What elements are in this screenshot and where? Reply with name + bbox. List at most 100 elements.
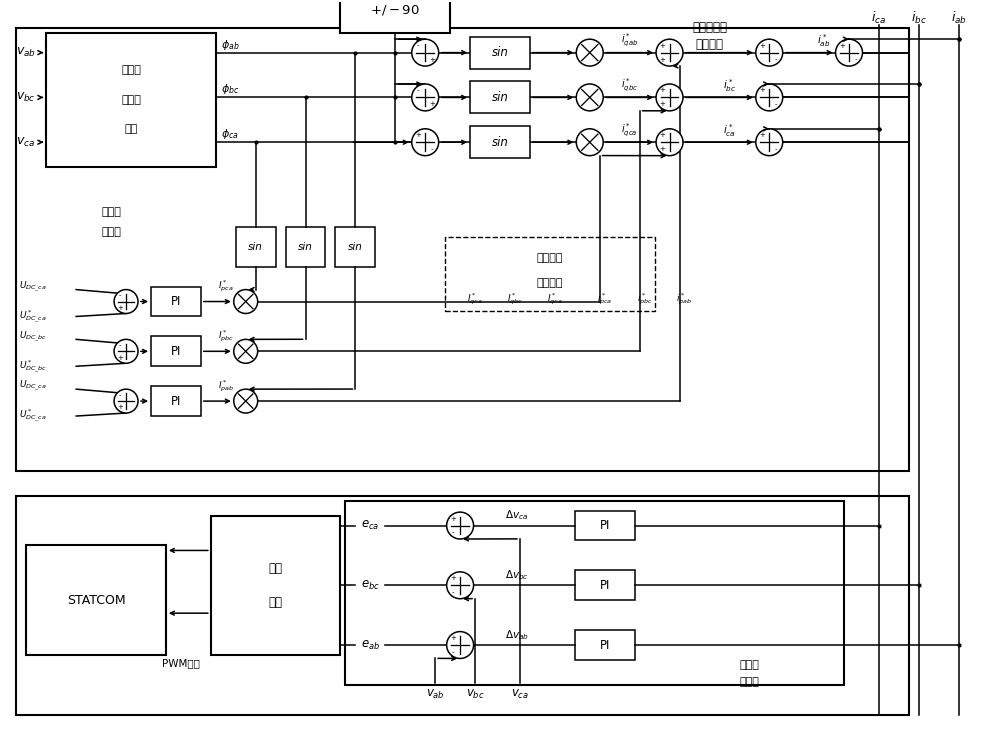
- Text: $i^*_{pab}$: $i^*_{pab}$: [676, 292, 693, 308]
- Text: $i_{ca}$: $i_{ca}$: [871, 10, 886, 26]
- Text: $e_{bc}$: $e_{bc}$: [361, 579, 380, 592]
- Text: $U_{DC\_ca}$: $U_{DC\_ca}$: [19, 379, 47, 393]
- Text: $I^*_{pca}$: $I^*_{pca}$: [218, 279, 234, 294]
- Circle shape: [234, 290, 258, 313]
- Text: $U_{DC\_bc}$: $U_{DC\_bc}$: [19, 329, 48, 344]
- Text: +: +: [660, 132, 665, 139]
- Text: PWM信号: PWM信号: [162, 658, 200, 668]
- Text: -: -: [417, 43, 419, 49]
- Bar: [445, 237, 655, 311]
- Circle shape: [114, 389, 138, 413]
- Text: +: +: [759, 87, 765, 93]
- Text: $i_{bc}$: $i_{bc}$: [911, 10, 927, 26]
- Text: 幅值设定: 幅值设定: [537, 278, 563, 288]
- Text: PI: PI: [600, 519, 610, 532]
- Text: $v_{ab}$: $v_{ab}$: [16, 46, 36, 59]
- Text: $\phi_{ca}$: $\phi_{ca}$: [221, 127, 239, 142]
- Text: $\phi_{ab}$: $\phi_{ab}$: [221, 38, 239, 52]
- Text: 考值设定: 考值设定: [695, 38, 723, 51]
- Bar: [236, 227, 276, 267]
- Circle shape: [412, 84, 439, 111]
- Bar: [16, 496, 909, 715]
- Bar: [151, 287, 201, 316]
- Text: -: -: [775, 102, 778, 107]
- Text: -: -: [417, 87, 419, 93]
- Circle shape: [234, 389, 258, 413]
- Text: PI: PI: [171, 395, 181, 408]
- Text: +: +: [660, 87, 665, 93]
- Text: $\Delta v_{ab}$: $\Delta v_{ab}$: [505, 628, 529, 642]
- Text: 直流电: 直流电: [101, 207, 121, 217]
- Text: $I^*_{pbc}$: $I^*_{pbc}$: [218, 328, 234, 344]
- Text: $I^*_{pab}$: $I^*_{pab}$: [218, 379, 234, 394]
- Text: PI: PI: [600, 639, 610, 651]
- Bar: [151, 336, 201, 366]
- Text: +: +: [759, 132, 765, 139]
- Text: sin: sin: [298, 242, 313, 252]
- Circle shape: [836, 39, 862, 66]
- Text: $i^*_{ab}$: $i^*_{ab}$: [817, 33, 831, 49]
- Text: $i^*_{qbc}$: $i^*_{qbc}$: [621, 77, 638, 94]
- Circle shape: [412, 39, 439, 66]
- Text: +: +: [429, 56, 435, 62]
- Text: +: +: [415, 132, 421, 139]
- Text: $v_{ca}$: $v_{ca}$: [511, 688, 529, 702]
- Bar: [286, 227, 325, 267]
- Circle shape: [234, 339, 258, 363]
- Text: 瞬时电: 瞬时电: [739, 660, 759, 670]
- Bar: [211, 516, 340, 655]
- Text: $v_{bc}$: $v_{bc}$: [16, 91, 36, 104]
- Bar: [470, 126, 530, 158]
- Text: $v_{bc}$: $v_{bc}$: [466, 688, 484, 702]
- Text: $U^*_{DC\_ca}$: $U^*_{DC\_ca}$: [19, 408, 47, 425]
- Text: -: -: [119, 292, 121, 299]
- Text: 底层: 底层: [269, 562, 283, 575]
- Text: $U^*_{DC\_ca}$: $U^*_{DC\_ca}$: [19, 308, 47, 325]
- Text: $i^*_{ca}$: $i^*_{ca}$: [723, 122, 736, 139]
- Text: $+/-90$: $+/-90$: [370, 3, 420, 17]
- Text: sin: sin: [248, 242, 263, 252]
- Text: $U^*_{DC\_bc}$: $U^*_{DC\_bc}$: [19, 358, 48, 375]
- Text: $e_{ca}$: $e_{ca}$: [361, 519, 379, 532]
- Circle shape: [114, 339, 138, 363]
- Text: +: +: [450, 635, 456, 641]
- Text: 压控制: 压控制: [101, 227, 121, 237]
- Text: $U_{DC\_ca}$: $U_{DC\_ca}$: [19, 279, 47, 294]
- Bar: [340, 0, 450, 33]
- Text: +: +: [450, 516, 456, 522]
- Bar: [575, 630, 635, 660]
- Text: 分相电流参: 分相电流参: [692, 21, 727, 34]
- Text: $\Delta v_{ca}$: $\Delta v_{ca}$: [505, 508, 528, 522]
- Bar: [470, 37, 530, 69]
- Text: sin: sin: [492, 91, 508, 104]
- Text: $i^*_{qab}$: $i^*_{qab}$: [621, 32, 638, 50]
- Circle shape: [447, 512, 474, 539]
- Bar: [345, 501, 844, 685]
- Circle shape: [576, 129, 603, 156]
- Text: -: -: [775, 146, 778, 152]
- Circle shape: [576, 39, 603, 66]
- Circle shape: [756, 84, 783, 111]
- Circle shape: [756, 129, 783, 156]
- Bar: [151, 386, 201, 416]
- Text: +: +: [839, 43, 845, 49]
- Text: $\Delta v_{bc}$: $\Delta v_{bc}$: [505, 568, 529, 582]
- Text: +: +: [660, 56, 665, 62]
- Circle shape: [576, 84, 603, 111]
- Text: sin: sin: [492, 136, 508, 149]
- Text: $v_{ca}$: $v_{ca}$: [16, 136, 35, 149]
- Text: $I^*_{qca}$: $I^*_{qca}$: [547, 292, 563, 308]
- Text: sin: sin: [348, 242, 363, 252]
- Text: -: -: [431, 146, 433, 152]
- Bar: [46, 33, 216, 167]
- Circle shape: [656, 39, 683, 66]
- Bar: [575, 571, 635, 600]
- Bar: [470, 82, 530, 113]
- Text: STATCOM: STATCOM: [67, 594, 125, 607]
- Text: +: +: [117, 305, 123, 310]
- Text: $I^*_{qca}$: $I^*_{qca}$: [467, 292, 483, 308]
- Bar: [26, 545, 166, 655]
- Text: -: -: [775, 56, 778, 62]
- Bar: [16, 27, 909, 471]
- Text: $i^*_{bc}$: $i^*_{bc}$: [723, 77, 736, 94]
